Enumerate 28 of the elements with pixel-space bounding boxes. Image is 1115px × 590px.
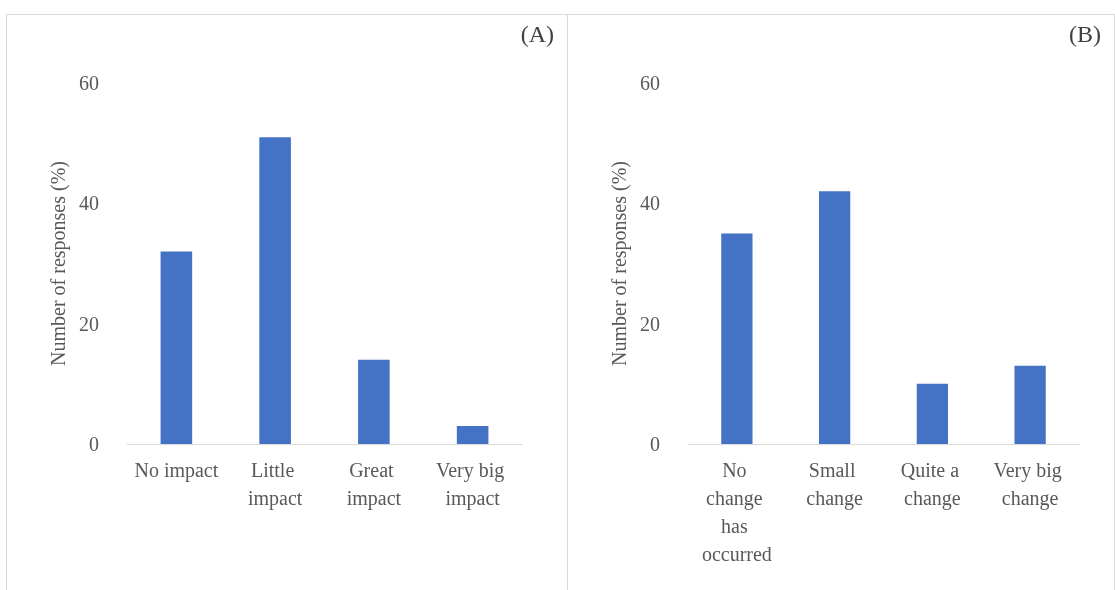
y-tick-label: 60 (640, 72, 660, 94)
x-tick-label: Very big impact (435, 459, 510, 510)
bar (1014, 365, 1046, 444)
y-tick-label: 0 (89, 433, 99, 455)
y-tick-label: 60 (79, 72, 99, 94)
bar (259, 137, 291, 444)
bar (818, 191, 851, 444)
chart-title: (A) (520, 21, 555, 47)
y-tick-label: 0 (650, 433, 660, 455)
y-tick-label: 20 (640, 312, 660, 335)
y-tick-label: 40 (640, 192, 660, 215)
bar (160, 251, 193, 444)
x-tick-label: Little impact (247, 459, 303, 510)
bar (358, 359, 390, 444)
bar (916, 383, 949, 444)
x-tick-label: Quite a change (900, 459, 965, 510)
bar (456, 425, 489, 444)
x-tick-label: No impact (134, 459, 219, 482)
y-tick-label: 20 (79, 312, 99, 335)
x-tick-label: No change has occurred (701, 459, 772, 565)
bar (721, 233, 753, 444)
x-tick-label: Great impact (346, 459, 402, 510)
y-axis-title: Number of responses (%) (608, 161, 632, 366)
x-tick-label: Small change (806, 459, 864, 510)
x-tick-label: Very big change (993, 459, 1067, 510)
chart-title: (B) (1069, 21, 1102, 47)
y-tick-label: 40 (79, 192, 99, 215)
y-axis-title: Number of responses (%) (47, 161, 71, 366)
